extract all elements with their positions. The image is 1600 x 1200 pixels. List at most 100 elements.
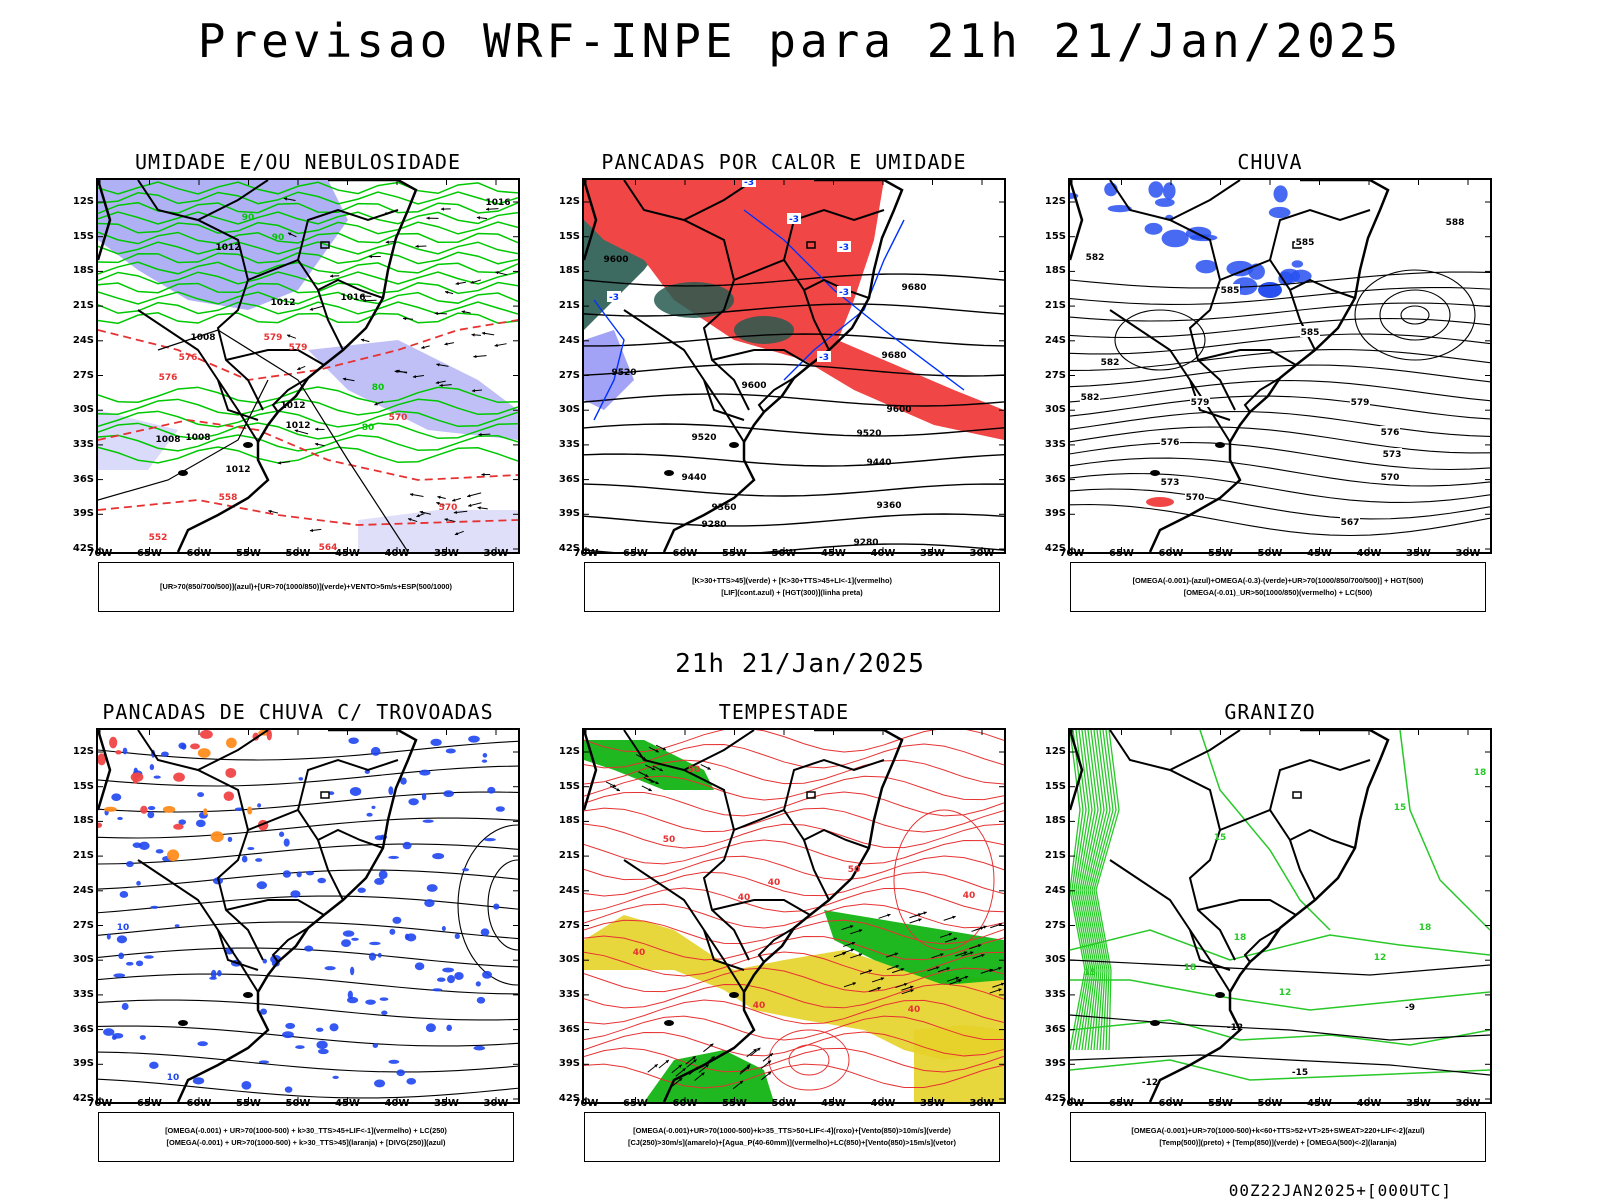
humidity-contour-green	[98, 261, 518, 275]
coastline	[1070, 180, 1084, 261]
wind-vector-head	[287, 232, 292, 236]
humidity-contour-green	[98, 398, 518, 416]
wind-vector-head	[955, 976, 960, 980]
thunderstorm-area	[199, 730, 213, 739]
map-chuva[interactable]: 588 585 585 585 582 582 582 579 579 576 576 573 573 5…	[1068, 178, 1492, 554]
temp850-contour	[1089, 730, 1111, 1051]
map-granizo[interactable]: 18 18 18 18 15 15 15 12 12 -9 -12 -15 -12	[1068, 728, 1492, 1104]
wind-vector-head	[858, 929, 863, 933]
humidity-contour-green	[98, 446, 518, 464]
wind-vector-head	[948, 932, 953, 937]
contour-label: 18	[1419, 923, 1432, 933]
streamline	[98, 765, 518, 787]
contour-label: -12	[1142, 1078, 1158, 1088]
divergence-area-blue	[483, 838, 496, 842]
wind-vector-head	[707, 766, 711, 770]
wind-vector-head	[455, 281, 459, 286]
longitude-label: 65W	[1109, 1098, 1134, 1109]
wind-vector-head	[444, 290, 449, 295]
divergence-area-blue	[374, 1079, 386, 1088]
lake	[243, 442, 253, 448]
state-border	[137, 180, 264, 411]
divergence-area-blue	[328, 791, 335, 795]
coastline	[662, 180, 904, 552]
longitude-label: 30W	[483, 548, 509, 559]
contour-label: 40	[963, 891, 976, 901]
wind-vector-head	[953, 937, 958, 941]
contour-label: 579	[1191, 398, 1210, 408]
legend-line: [LIF](cont.azul) + [HGT(300)](linha pret…	[721, 588, 863, 597]
divergence-area-blue	[406, 1078, 417, 1085]
temp850-contour	[1087, 730, 1108, 1051]
thunderstorm-area	[223, 791, 235, 802]
wind-vector-head	[868, 969, 873, 973]
temp850-contour	[1075, 730, 1092, 1051]
divergence-area-blue	[350, 966, 355, 976]
wind-vector-head	[470, 280, 475, 284]
longitude-label: 50W	[1257, 548, 1283, 559]
temp850-contour	[1091, 730, 1114, 1051]
divergence-area-blue	[119, 891, 129, 898]
legend-line: [K>30+TTS>45](verde) + [K>30+TTS>45+LI<-…	[692, 576, 892, 585]
latitude-label: 18S	[72, 815, 94, 827]
lake	[178, 1020, 188, 1026]
latitude-label: 27S	[558, 369, 580, 381]
map-tempestade[interactable]: 50 50 40 40 40 40 40 50 40	[582, 728, 1006, 1104]
coastline	[584, 730, 598, 811]
latitude-label: 24S	[72, 884, 94, 896]
lc850-contour	[584, 967, 1004, 993]
label-bg	[1100, 356, 1120, 367]
lc850-contour	[584, 871, 1004, 897]
divergence-area-blue	[197, 792, 205, 798]
latitude-label: 21S	[1044, 850, 1066, 862]
longitude-label: 55W	[722, 1098, 747, 1109]
divergence-area-blue	[351, 937, 359, 941]
wind-vector-head	[851, 941, 856, 945]
contour-label: 570	[439, 503, 458, 513]
omega-area-red	[1146, 497, 1174, 507]
latitude-label: 24S	[72, 334, 94, 346]
wind-vector-head	[409, 493, 414, 497]
wind-vector-head	[453, 510, 458, 515]
divergence-area-blue	[317, 1048, 329, 1055]
humidity-area-blue	[358, 510, 518, 552]
wind-vector-head	[757, 1047, 761, 1051]
state-border	[1109, 309, 1231, 443]
contour-label: 50	[663, 835, 676, 845]
latitude-label: 21S	[1044, 300, 1066, 312]
streamline-vortex	[1354, 269, 1476, 361]
divergence-area-blue	[445, 748, 456, 754]
state-border	[757, 927, 795, 963]
wind-vector-head	[909, 985, 914, 989]
longitude-label: 35W	[1406, 1098, 1431, 1109]
divergence-area-blue	[260, 1008, 267, 1015]
omega-area-blue	[1268, 206, 1291, 219]
map-pancadas-calor[interactable]: 9600 9680 9680 9600 9600 9520 9520 9520 9440 9440…	[582, 178, 1006, 554]
latitude-label: 33S	[72, 438, 94, 450]
wind-vector-head	[977, 944, 982, 948]
contour-label: 9680	[901, 283, 926, 293]
divergence-area-blue	[430, 738, 442, 747]
hgt300-contour	[584, 483, 1004, 497]
thunderstorm-area	[225, 767, 237, 778]
legend-line: [CJ(250)>30m/s](amarelo)+[Agua_P(40-60mm…	[628, 1138, 956, 1147]
wind-vector-head	[419, 510, 424, 514]
divergence-area-blue	[388, 1059, 400, 1064]
thunderstorm-area	[173, 772, 185, 782]
wind-vector-head	[444, 342, 448, 346]
hgt300-contour	[584, 453, 1004, 467]
lake	[178, 470, 188, 476]
longitude-label: 65W	[1109, 548, 1134, 559]
wind-vector-head	[998, 966, 1002, 971]
map-umidade[interactable]: 1016 1012 1012 1008 1008 1012 1012 1012 1016 1008…	[96, 178, 520, 554]
wind-vector-head	[655, 749, 659, 753]
streamline	[98, 1078, 518, 1099]
contour-label: 1012	[285, 421, 310, 431]
wind-vector-head	[477, 506, 481, 510]
temp850-contour	[1070, 929, 1490, 961]
jet-area-yellow	[914, 1025, 1004, 1102]
contour-label: 18	[1184, 963, 1197, 973]
map-trovoadas[interactable]: 10 10	[96, 728, 520, 1104]
wind-vector-head	[616, 787, 620, 791]
divergence-area-blue	[192, 1077, 205, 1085]
